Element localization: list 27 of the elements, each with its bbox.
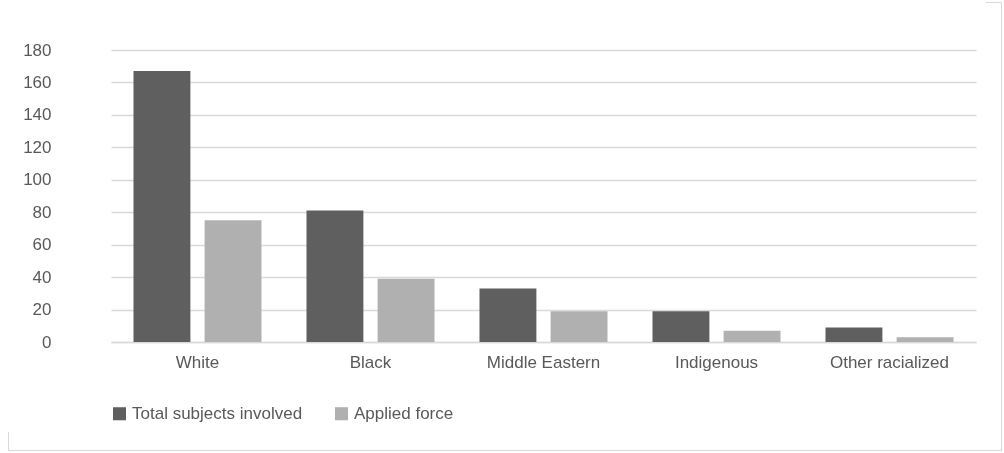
x-tick-label: Indigenous xyxy=(674,352,759,372)
x-tick-label: Middle Eastern xyxy=(486,352,601,372)
bar xyxy=(896,337,954,342)
x-tick-label: Other racialized xyxy=(829,352,950,372)
y-tick-label: 20 xyxy=(32,300,52,320)
bar xyxy=(550,311,608,342)
legend-label: Applied force xyxy=(354,403,454,423)
bar xyxy=(377,278,435,342)
legend-label: Total subjects involved xyxy=(132,403,303,423)
x-tick-label: Black xyxy=(349,352,392,372)
bar xyxy=(204,220,262,342)
bar xyxy=(306,210,364,342)
y-tick-label: 100 xyxy=(23,170,52,190)
y-tick-label: 40 xyxy=(32,267,52,287)
bar xyxy=(723,330,781,342)
y-tick-label: 0 xyxy=(42,332,52,352)
y-tick-label: 80 xyxy=(32,202,52,222)
bar xyxy=(652,311,710,342)
y-tick-label: 140 xyxy=(23,105,52,125)
y-tick-label: 160 xyxy=(23,72,52,92)
x-tick-label: White xyxy=(175,352,220,372)
bar xyxy=(479,288,537,342)
y-tick-label: 60 xyxy=(32,235,52,255)
y-tick-label: 120 xyxy=(23,137,52,157)
bar xyxy=(825,327,883,342)
y-tick-label: 180 xyxy=(23,40,52,60)
bar xyxy=(133,71,191,342)
